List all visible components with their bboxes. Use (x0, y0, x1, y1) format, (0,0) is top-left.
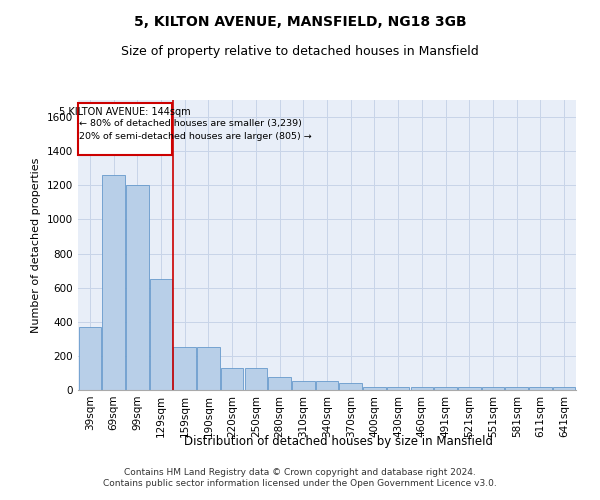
Bar (268, 377, 291, 390)
Bar (126, 186, 149, 390)
Text: 20% of semi-detached houses are larger (805) →: 20% of semi-detached houses are larger (… (79, 132, 312, 140)
Bar (387, 388, 409, 390)
Bar (103, 175, 125, 390)
Y-axis label: Number of detached properties: Number of detached properties (31, 158, 41, 332)
Bar (410, 388, 433, 390)
Bar (340, 383, 362, 390)
Bar (150, 279, 172, 390)
Text: Contains HM Land Registry data © Crown copyright and database right 2024.
Contai: Contains HM Land Registry data © Crown c… (103, 468, 497, 487)
FancyBboxPatch shape (78, 104, 172, 154)
Bar (197, 346, 220, 390)
Text: 5 KILTON AVENUE: 144sqm: 5 KILTON AVENUE: 144sqm (59, 107, 191, 117)
Bar (505, 388, 528, 390)
Bar (221, 368, 244, 390)
Bar (553, 388, 575, 390)
Bar (292, 380, 314, 390)
Bar (245, 368, 267, 390)
Bar (482, 388, 504, 390)
Bar (173, 346, 196, 390)
Text: Size of property relative to detached houses in Mansfield: Size of property relative to detached ho… (121, 45, 479, 58)
Bar (434, 388, 457, 390)
Bar (458, 388, 481, 390)
Bar (316, 380, 338, 390)
Text: ← 80% of detached houses are smaller (3,239): ← 80% of detached houses are smaller (3,… (79, 119, 302, 128)
Bar (529, 388, 551, 390)
Text: Distribution of detached houses by size in Mansfield: Distribution of detached houses by size … (184, 435, 493, 448)
Text: 5, KILTON AVENUE, MANSFIELD, NG18 3GB: 5, KILTON AVENUE, MANSFIELD, NG18 3GB (134, 15, 466, 29)
Bar (79, 327, 101, 390)
Bar (363, 388, 386, 390)
